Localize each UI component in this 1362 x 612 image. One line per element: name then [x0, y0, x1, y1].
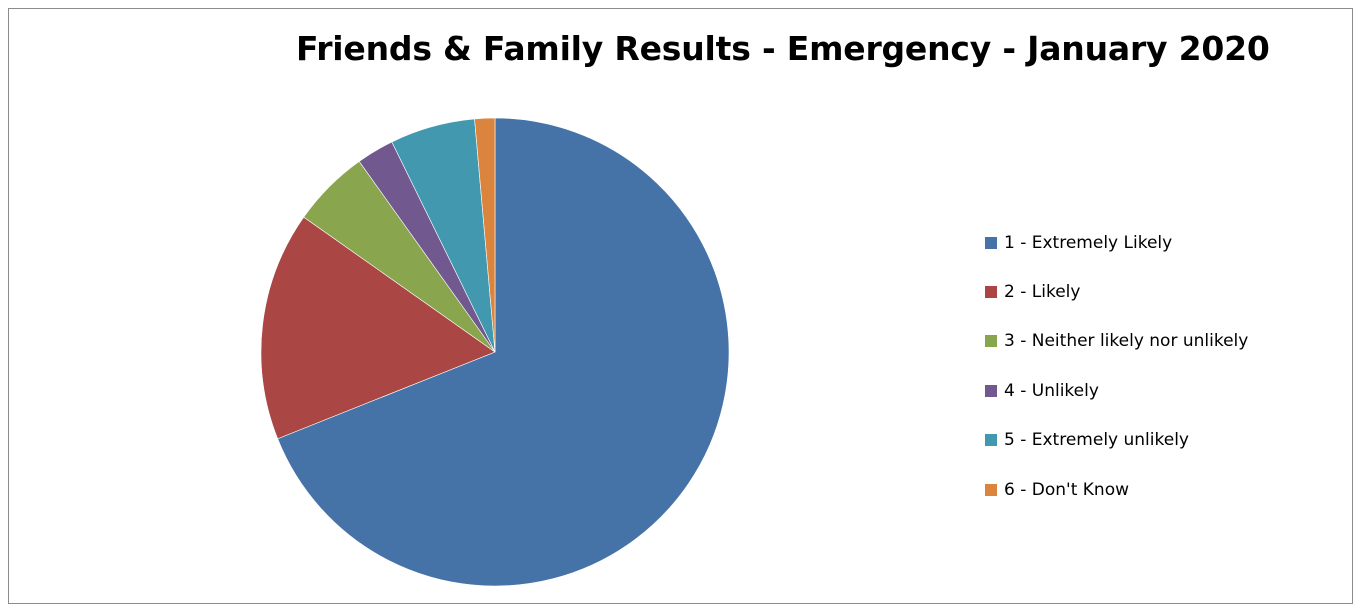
pie-slice	[474, 117, 496, 353]
legend-item: 6 - Don't Know	[985, 465, 1345, 514]
pie-slice	[277, 117, 730, 587]
legend-label: 4 - Unlikely	[1004, 380, 1099, 401]
chart-title: Friends & Family Results - Emergency - J…	[296, 29, 1270, 68]
legend-label: 1 - Extremely Likely	[1004, 232, 1173, 253]
legend-label: 5 - Extremely unlikely	[1004, 430, 1189, 451]
legend-swatch-icon	[985, 236, 997, 249]
legend-swatch-icon	[985, 483, 997, 496]
legend-label: 3 - Neither likely nor unlikely	[1004, 331, 1249, 352]
legend-label: 6 - Don't Know	[1004, 479, 1129, 500]
legend-item: 2 - Likely	[985, 267, 1345, 316]
legend-swatch-icon	[985, 434, 997, 447]
legend-item: 4 - Unlikely	[985, 366, 1345, 415]
pie-slices	[260, 117, 730, 587]
legend-swatch-icon	[985, 384, 997, 397]
legend-swatch-icon	[985, 286, 997, 299]
legend-item: 3 - Neither likely nor unlikely	[985, 317, 1345, 366]
legend-label: 2 - Likely	[1004, 282, 1081, 303]
legend-swatch-icon	[985, 335, 997, 348]
legend-item: 1 - Extremely Likely	[985, 218, 1345, 267]
chart-legend: 1 - Extremely Likely 2 - Likely 3 - Neit…	[985, 218, 1345, 514]
legend-item: 5 - Extremely unlikely	[985, 416, 1345, 465]
pie-slice	[260, 216, 496, 440]
